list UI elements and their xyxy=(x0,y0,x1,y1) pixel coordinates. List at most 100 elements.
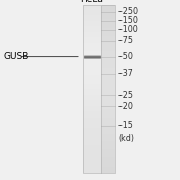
Bar xyxy=(83,94,101,96)
Bar xyxy=(83,29,101,30)
Bar xyxy=(101,164,115,166)
Bar xyxy=(83,5,101,7)
Bar xyxy=(83,77,101,79)
Bar xyxy=(101,101,115,103)
Bar xyxy=(101,96,115,98)
Bar xyxy=(101,126,115,128)
Bar xyxy=(101,75,115,76)
Bar xyxy=(101,91,115,93)
Bar xyxy=(101,118,115,120)
Bar xyxy=(83,137,101,139)
Bar xyxy=(101,30,115,32)
Bar xyxy=(101,100,115,102)
Bar xyxy=(101,48,115,50)
Bar xyxy=(101,156,115,158)
Bar xyxy=(101,89,115,91)
Bar xyxy=(83,125,101,127)
Bar xyxy=(101,12,115,14)
Bar xyxy=(101,34,115,36)
Bar xyxy=(83,89,101,91)
Bar xyxy=(101,52,115,54)
Bar xyxy=(101,80,115,82)
Bar xyxy=(83,69,101,71)
Bar xyxy=(101,132,115,134)
Bar xyxy=(83,48,101,50)
Bar xyxy=(83,83,101,85)
Bar xyxy=(101,37,115,39)
Bar xyxy=(83,20,101,22)
Bar xyxy=(101,59,115,61)
Bar xyxy=(101,128,115,130)
Bar xyxy=(101,136,115,138)
Text: --150: --150 xyxy=(118,16,139,25)
Bar xyxy=(83,75,101,76)
Text: --75: --75 xyxy=(118,36,134,45)
Bar xyxy=(83,50,101,51)
Bar xyxy=(101,154,115,156)
Bar xyxy=(101,57,115,58)
Bar xyxy=(101,5,115,173)
Bar xyxy=(83,40,101,42)
Bar xyxy=(101,103,115,104)
Bar xyxy=(83,61,101,63)
Bar xyxy=(101,171,115,173)
Bar xyxy=(83,38,101,40)
Bar xyxy=(83,55,101,57)
Bar xyxy=(83,30,101,32)
Bar xyxy=(101,148,115,150)
Bar xyxy=(101,105,115,107)
Bar xyxy=(101,69,115,71)
Bar xyxy=(101,139,115,141)
Bar xyxy=(83,132,101,134)
Bar xyxy=(101,170,115,171)
Bar xyxy=(83,52,101,54)
Text: --50: --50 xyxy=(118,52,134,61)
Bar xyxy=(83,130,101,132)
Bar xyxy=(83,154,101,156)
Bar xyxy=(83,47,101,49)
Bar xyxy=(101,8,115,10)
Bar xyxy=(101,121,115,123)
Bar xyxy=(83,147,101,149)
Bar xyxy=(83,153,101,155)
Bar xyxy=(83,135,101,136)
Bar xyxy=(101,51,115,53)
Bar xyxy=(83,141,101,143)
Bar xyxy=(83,79,101,81)
Bar xyxy=(83,119,101,121)
Bar xyxy=(101,40,115,42)
Bar xyxy=(83,10,101,12)
Bar xyxy=(101,50,115,51)
Bar xyxy=(101,93,115,95)
Bar xyxy=(101,82,115,84)
Bar xyxy=(101,22,115,24)
Bar xyxy=(83,170,101,171)
Bar xyxy=(101,15,115,17)
Bar xyxy=(101,146,115,148)
Bar xyxy=(101,86,115,88)
Bar xyxy=(101,72,115,74)
Bar xyxy=(101,94,115,96)
Bar xyxy=(101,153,115,155)
Bar xyxy=(83,133,101,135)
Bar xyxy=(83,58,101,60)
Bar xyxy=(101,47,115,49)
Bar xyxy=(101,90,115,92)
Bar xyxy=(83,17,101,19)
Bar xyxy=(101,165,115,167)
Bar xyxy=(83,144,101,146)
Bar xyxy=(101,115,115,117)
Bar xyxy=(83,168,101,170)
Bar xyxy=(83,27,101,29)
Bar xyxy=(83,90,101,92)
Bar xyxy=(101,122,115,124)
Bar xyxy=(101,125,115,127)
Bar xyxy=(83,8,101,10)
Bar xyxy=(83,9,101,11)
Bar xyxy=(101,62,115,64)
Bar xyxy=(101,5,115,7)
Bar xyxy=(101,36,115,37)
Bar xyxy=(83,158,101,160)
Bar xyxy=(101,107,115,109)
Bar xyxy=(83,167,101,169)
